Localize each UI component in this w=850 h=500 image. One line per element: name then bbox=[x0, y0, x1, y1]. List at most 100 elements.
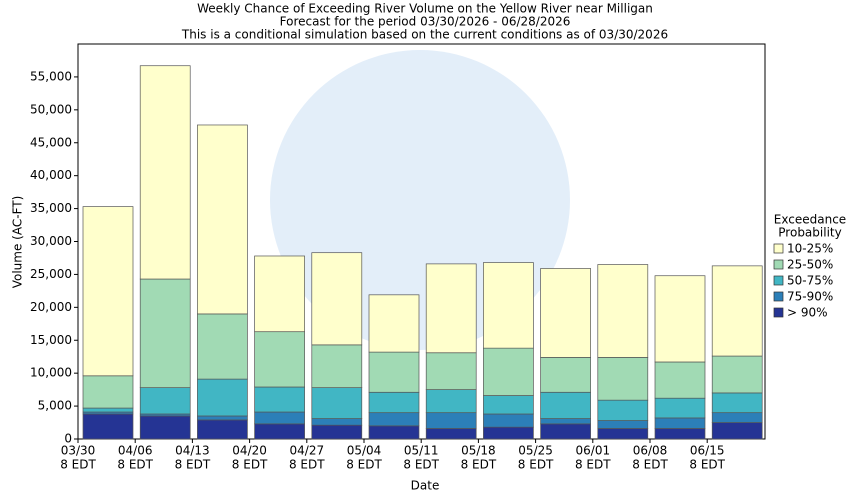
bar-segment bbox=[311, 252, 363, 346]
bar-segment bbox=[82, 413, 134, 440]
y-tick-label: 25,000 bbox=[30, 267, 72, 281]
bar-segment bbox=[368, 425, 420, 440]
bar-segment bbox=[597, 399, 649, 421]
x-tick-label: 05/25 bbox=[518, 444, 553, 458]
bar-segment bbox=[197, 419, 248, 440]
bar-segment bbox=[711, 265, 763, 357]
bar-segment bbox=[540, 423, 591, 440]
x-tick-label: 05/04 bbox=[347, 444, 382, 458]
legend-swatch bbox=[773, 291, 784, 302]
bar-segment bbox=[254, 423, 305, 440]
bar-segment bbox=[197, 124, 248, 315]
bar-segment bbox=[483, 413, 534, 428]
legend-swatch bbox=[773, 243, 784, 254]
x-tick-sublabel: 8 EDT bbox=[403, 458, 439, 472]
bar-segment bbox=[540, 268, 591, 358]
legend-swatch bbox=[773, 259, 784, 270]
x-tick-sublabel: 8 EDT bbox=[632, 458, 668, 472]
bar-segment bbox=[654, 275, 706, 363]
x-tick-sublabel: 8 EDT bbox=[232, 458, 268, 472]
y-axis-label: Volume (AC-FT) bbox=[11, 196, 25, 289]
bar-segment bbox=[425, 412, 477, 429]
bar-segment bbox=[197, 313, 248, 380]
x-tick-sublabel: 8 EDT bbox=[689, 458, 725, 472]
bar-segment bbox=[254, 331, 305, 388]
bar-segment bbox=[597, 428, 649, 440]
legend-title: Exceedance bbox=[774, 213, 846, 227]
x-tick-label: 04/13 bbox=[175, 444, 210, 458]
y-tick-label: 35,000 bbox=[30, 201, 72, 215]
y-tick-label: 30,000 bbox=[30, 234, 72, 248]
bar-segment bbox=[711, 412, 763, 423]
bar-segment bbox=[139, 278, 191, 388]
x-axis-label: Date bbox=[411, 479, 440, 493]
bar-segment bbox=[483, 347, 534, 396]
y-tick-label: 45,000 bbox=[30, 135, 72, 149]
bar-segment bbox=[654, 361, 706, 399]
legend-title: Probability bbox=[778, 226, 841, 240]
bar-segment bbox=[139, 387, 191, 415]
legend-label: 25-50% bbox=[787, 258, 833, 272]
legend-label: 50-75% bbox=[787, 274, 833, 288]
bar-segment bbox=[254, 255, 305, 333]
y-tick-label: 55,000 bbox=[30, 69, 72, 83]
chart-subtitle: Forecast for the period 03/30/2026 - 06/… bbox=[280, 15, 571, 29]
bar-segment bbox=[425, 263, 477, 354]
bar-segment bbox=[82, 407, 134, 413]
x-tick-label: 06/15 bbox=[690, 444, 725, 458]
x-tick-sublabel: 8 EDT bbox=[60, 458, 96, 472]
bar-segment bbox=[654, 397, 706, 419]
y-tick-label: 5,000 bbox=[38, 399, 72, 413]
bar-segment bbox=[139, 415, 191, 440]
bar-segment bbox=[540, 357, 591, 393]
bar-segment bbox=[540, 418, 591, 425]
bar-segment bbox=[197, 378, 248, 417]
x-tick-sublabel: 8 EDT bbox=[575, 458, 611, 472]
legend-swatch bbox=[773, 275, 784, 286]
bar-segment bbox=[197, 415, 248, 421]
legend-label: 10-25% bbox=[787, 242, 833, 256]
bar-segment bbox=[654, 428, 706, 440]
x-tick-label: 06/08 bbox=[633, 444, 668, 458]
bar-segment bbox=[711, 422, 763, 440]
x-tick-sublabel: 8 EDT bbox=[117, 458, 153, 472]
legend-swatch bbox=[773, 307, 784, 318]
bar-segment bbox=[711, 355, 763, 394]
bar-segment bbox=[425, 428, 477, 440]
y-tick-label: 0 bbox=[64, 432, 72, 446]
bar-segment bbox=[254, 411, 305, 425]
x-tick-label: 04/27 bbox=[290, 444, 325, 458]
y-tick-label: 15,000 bbox=[30, 333, 72, 347]
bar-segment bbox=[311, 424, 363, 440]
bar-segment bbox=[368, 412, 420, 427]
bar-segment bbox=[368, 351, 420, 393]
bar-segment bbox=[82, 206, 134, 377]
x-tick-label: 06/01 bbox=[576, 444, 611, 458]
x-tick-label: 05/11 bbox=[404, 444, 439, 458]
legend-label: 75-90% bbox=[787, 290, 833, 304]
bar-segment bbox=[311, 387, 363, 419]
bar-segment bbox=[368, 294, 420, 353]
bar-segment bbox=[483, 426, 534, 440]
legend-label: > 90% bbox=[787, 306, 828, 320]
y-tick-label: 40,000 bbox=[30, 168, 72, 182]
y-tick-label: 50,000 bbox=[30, 102, 72, 116]
bar-segment bbox=[654, 417, 706, 429]
bar-segment bbox=[597, 357, 649, 401]
x-tick-sublabel: 8 EDT bbox=[289, 458, 325, 472]
x-tick-label: 04/06 bbox=[118, 444, 153, 458]
bar-segment bbox=[597, 264, 649, 358]
bar-segment bbox=[311, 418, 363, 426]
bar-segment bbox=[483, 262, 534, 349]
bar-segment bbox=[311, 344, 363, 389]
bar-segment bbox=[254, 386, 305, 413]
bar-segment bbox=[368, 391, 420, 414]
bar-segment bbox=[425, 389, 477, 414]
bar-segment bbox=[82, 375, 134, 409]
chart-subtitle: This is a conditional simulation based o… bbox=[181, 28, 668, 42]
bar-segment bbox=[483, 395, 534, 415]
chart-title: Weekly Chance of Exceeding River Volume … bbox=[197, 2, 653, 16]
x-tick-label: 04/20 bbox=[232, 444, 267, 458]
y-tick-label: 10,000 bbox=[30, 366, 72, 380]
